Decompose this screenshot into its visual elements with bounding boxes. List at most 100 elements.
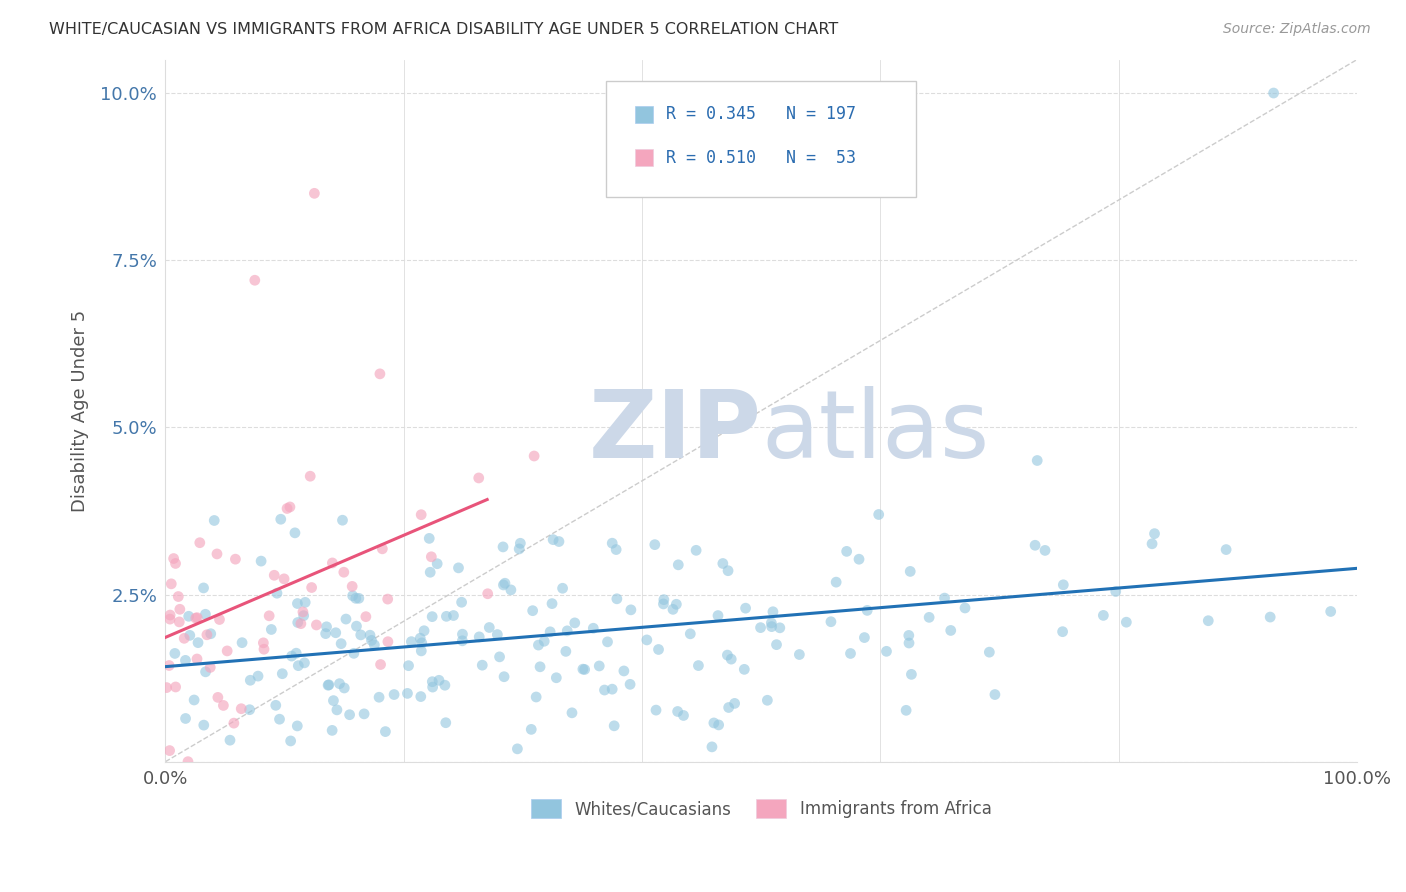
Point (266, 586, 288, 600)
Point (1092, 608, 1115, 623)
Point (720, 652, 742, 666)
Point (287, 658, 309, 673)
Point (193, 581, 215, 595)
Point (169, 615, 191, 629)
Text: R = 0.510   N =  53: R = 0.510 N = 53 (666, 149, 856, 167)
Point (328, 676, 350, 690)
Point (368, 690, 391, 705)
Point (163, 647, 186, 661)
Point (471, 658, 494, 673)
Point (825, 575, 848, 590)
Point (898, 565, 921, 579)
Point (529, 660, 551, 674)
Point (494, 576, 516, 591)
Point (1115, 615, 1137, 630)
Point (194, 607, 217, 622)
Legend: Whites/Caucasians, Immigrants from Africa: Whites/Caucasians, Immigrants from Afric… (524, 792, 998, 825)
Point (347, 591, 370, 606)
Point (368, 367, 391, 381)
Point (177, 609, 200, 624)
Point (509, 536, 531, 550)
Text: Source: ZipAtlas.com: Source: ZipAtlas.com (1223, 22, 1371, 37)
Point (953, 601, 976, 615)
Point (561, 706, 583, 720)
Point (756, 693, 779, 707)
Point (666, 558, 689, 572)
Point (494, 670, 516, 684)
Point (273, 572, 295, 586)
Point (315, 626, 337, 640)
Point (339, 707, 361, 722)
Point (420, 674, 443, 689)
Point (1105, 584, 1128, 599)
Point (174, 711, 197, 725)
Point (434, 715, 457, 730)
Point (508, 541, 530, 556)
Text: R = 0.345   N = 197: R = 0.345 N = 197 (666, 105, 856, 123)
Point (316, 678, 339, 692)
Point (451, 627, 474, 641)
Point (522, 604, 544, 618)
Point (409, 631, 432, 645)
Point (186, 611, 208, 625)
Text: WHITE/CAUCASIAN VS IMMIGRANTS FROM AFRICA DISABILITY AGE UNDER 5 CORRELATION CHA: WHITE/CAUCASIAN VS IMMIGRANTS FROM AFRIC… (49, 22, 838, 37)
Point (162, 551, 184, 566)
Point (370, 657, 392, 672)
Point (346, 619, 368, 633)
Point (179, 628, 201, 642)
Point (398, 658, 420, 673)
Point (898, 636, 921, 650)
Point (294, 656, 316, 670)
Point (868, 508, 890, 522)
Point (468, 630, 491, 644)
FancyBboxPatch shape (636, 106, 652, 123)
FancyBboxPatch shape (606, 80, 917, 196)
Point (572, 662, 595, 676)
Point (411, 508, 433, 522)
Point (839, 647, 862, 661)
Point (934, 591, 956, 606)
Point (769, 621, 792, 635)
Point (488, 649, 510, 664)
Point (707, 718, 730, 732)
Point (436, 609, 458, 624)
Point (159, 743, 181, 757)
Point (321, 556, 343, 570)
Point (541, 533, 564, 547)
Point (382, 688, 405, 702)
Point (239, 673, 262, 688)
Point (155, 681, 177, 695)
Point (666, 705, 689, 719)
Point (520, 723, 543, 737)
Point (264, 698, 287, 713)
Point (250, 554, 273, 568)
Point (492, 578, 515, 592)
Point (292, 608, 315, 623)
Point (284, 525, 307, 540)
Point (322, 693, 344, 707)
Point (160, 577, 183, 591)
Point (711, 557, 734, 571)
Point (419, 566, 441, 580)
Point (652, 592, 675, 607)
Point (672, 708, 695, 723)
Point (533, 634, 555, 648)
Point (207, 690, 229, 705)
Point (551, 581, 574, 595)
Point (231, 702, 253, 716)
Point (524, 690, 547, 704)
Point (554, 644, 576, 658)
Point (224, 552, 246, 566)
Point (652, 597, 675, 611)
Point (1052, 578, 1074, 592)
Point (555, 624, 578, 638)
Point (856, 603, 879, 617)
Point (420, 549, 443, 564)
Point (260, 623, 283, 637)
Point (290, 616, 312, 631)
Point (183, 693, 205, 707)
Point (894, 703, 917, 717)
Point (299, 469, 322, 483)
Point (939, 624, 962, 638)
Point (467, 471, 489, 485)
